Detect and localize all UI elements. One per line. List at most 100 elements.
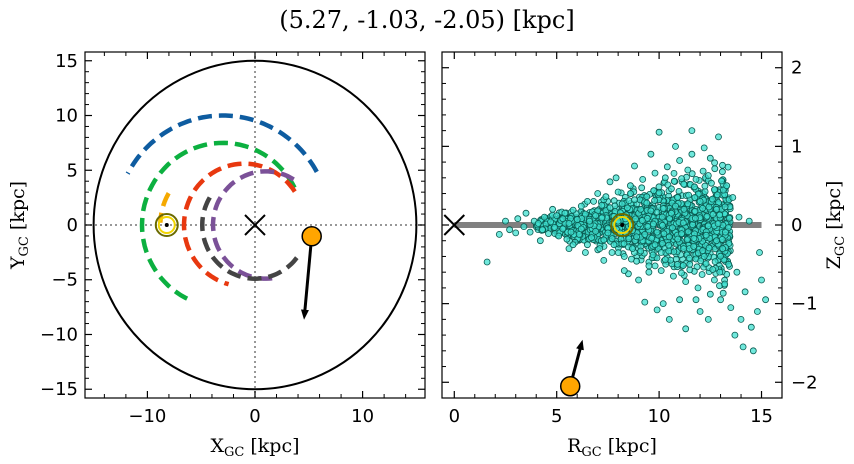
star-point-1483 xyxy=(696,197,704,205)
star-point-235 xyxy=(638,184,646,192)
star-point-1536 xyxy=(584,197,591,205)
star-point-1416 xyxy=(559,225,567,233)
spiral-arm-arcs xyxy=(125,113,319,303)
star-point-1339 xyxy=(704,222,712,230)
star-point-669 xyxy=(711,258,719,266)
star-point-1543 xyxy=(735,213,743,221)
star-point-1350 xyxy=(659,221,666,229)
right-y-tick-label: −1 xyxy=(791,294,818,315)
sun-marker-rz xyxy=(610,213,635,237)
star-point-1495 xyxy=(733,268,741,276)
star-point-1546 xyxy=(758,276,765,284)
left-y-tick-label: 10 xyxy=(55,106,78,127)
star-point-1477 xyxy=(684,200,692,208)
galaxy-boundary-circle xyxy=(92,59,418,391)
star-point-1486 xyxy=(702,231,710,239)
star-point-1521 xyxy=(582,249,589,256)
star-point-1481 xyxy=(692,175,700,183)
star-point-1490 xyxy=(711,276,718,284)
star-point-1472 xyxy=(674,260,681,268)
star-point-1171 xyxy=(624,204,631,212)
star-point-1466 xyxy=(661,256,669,264)
star-point-1535 xyxy=(594,190,602,197)
star-point-36 xyxy=(711,159,718,167)
star-point-1562 xyxy=(674,194,681,201)
star-point-1560 xyxy=(725,260,733,268)
sun-marker xyxy=(154,213,179,237)
star-point-1199 xyxy=(690,242,698,250)
star-point-1260 xyxy=(699,204,706,212)
star-point-865 xyxy=(685,191,692,199)
star-point-1110 xyxy=(718,177,725,185)
star-point-1288 xyxy=(709,211,717,218)
star-point-1564 xyxy=(643,199,651,207)
star-point-1510 xyxy=(696,308,704,315)
star-point-1561 xyxy=(686,260,694,268)
star-point-1134 xyxy=(725,214,733,222)
star-point-1418 xyxy=(563,235,571,243)
star-point-1430 xyxy=(588,234,595,242)
star-point-1451 xyxy=(631,196,638,204)
left-y-axis-label: YGC [kpc] xyxy=(7,181,32,270)
star-point-1427 xyxy=(582,210,589,218)
star-point-1408 xyxy=(539,226,546,234)
star-point-1531 xyxy=(684,166,692,174)
star-point-1475 xyxy=(680,180,688,188)
star-point-1413 xyxy=(553,212,561,220)
star-point-1421 xyxy=(569,206,577,214)
star-point-1465 xyxy=(659,205,667,212)
star-point-1518 xyxy=(672,142,679,150)
star-point-1428 xyxy=(584,241,591,249)
star-point-1446 xyxy=(620,253,628,260)
star-point-1407 xyxy=(534,219,542,227)
star-point-1436 xyxy=(600,236,608,244)
star-point-1506 xyxy=(665,315,673,323)
star-point-1480 xyxy=(690,234,698,242)
right-x-tick-label: 10 xyxy=(648,406,671,427)
star-point-1317 xyxy=(721,203,729,211)
star-point-1331 xyxy=(686,254,693,262)
star-point-676 xyxy=(670,169,678,177)
star-point-1470 xyxy=(670,272,677,280)
star-point-1449 xyxy=(627,182,634,190)
star-point-1479 xyxy=(688,150,696,158)
star-point-1476 xyxy=(682,278,690,286)
star-point-1443 xyxy=(614,188,622,196)
spiral-arm-arc-2 xyxy=(158,192,171,223)
star-point-1513 xyxy=(731,331,739,339)
star-point-1523 xyxy=(612,174,620,182)
left-y-tick-label: 0 xyxy=(67,215,78,236)
star-point-1457 xyxy=(643,193,651,201)
star-point-1275 xyxy=(691,207,699,215)
star-point-1351 xyxy=(705,244,713,252)
star-point-1567 xyxy=(598,201,606,209)
star-point-1528 xyxy=(721,280,729,288)
figure-title: (5.27, -1.03, -2.05) [kpc] xyxy=(279,6,575,34)
star-point-1404 xyxy=(520,223,528,231)
right-y-tick-label: 2 xyxy=(791,58,802,79)
right-y-axis-label: ZGC [kpc] xyxy=(823,181,848,270)
star-point-1355 xyxy=(722,228,729,236)
star-point-1542 xyxy=(502,217,509,225)
spiral-arm-arc-3 xyxy=(181,161,297,287)
right-axis-ticks: 0 5 10 15 −2 −1 0 1 2 xyxy=(442,51,818,427)
star-point-1468 xyxy=(665,233,673,241)
galactic-center-marker xyxy=(244,214,266,236)
star-point-1565 xyxy=(629,245,636,253)
star-point-1505 xyxy=(653,306,661,314)
star-point-1504 xyxy=(641,298,649,306)
star-point-1420 xyxy=(567,228,575,236)
star-point-1391 xyxy=(709,266,717,273)
star-point-1519 xyxy=(706,154,714,162)
star-point-1469 xyxy=(668,185,675,193)
star-point-1205 xyxy=(644,222,652,230)
star-point-1409 xyxy=(541,213,548,221)
star-point-1537 xyxy=(569,241,577,249)
star-point-1348 xyxy=(692,214,699,222)
star-point-1462 xyxy=(653,228,661,236)
star-point-346 xyxy=(724,163,732,171)
star-point-1455 xyxy=(639,175,647,183)
star-point-1435 xyxy=(598,214,606,222)
star-point-1437 xyxy=(602,193,610,201)
star-point-1501 xyxy=(655,128,663,136)
